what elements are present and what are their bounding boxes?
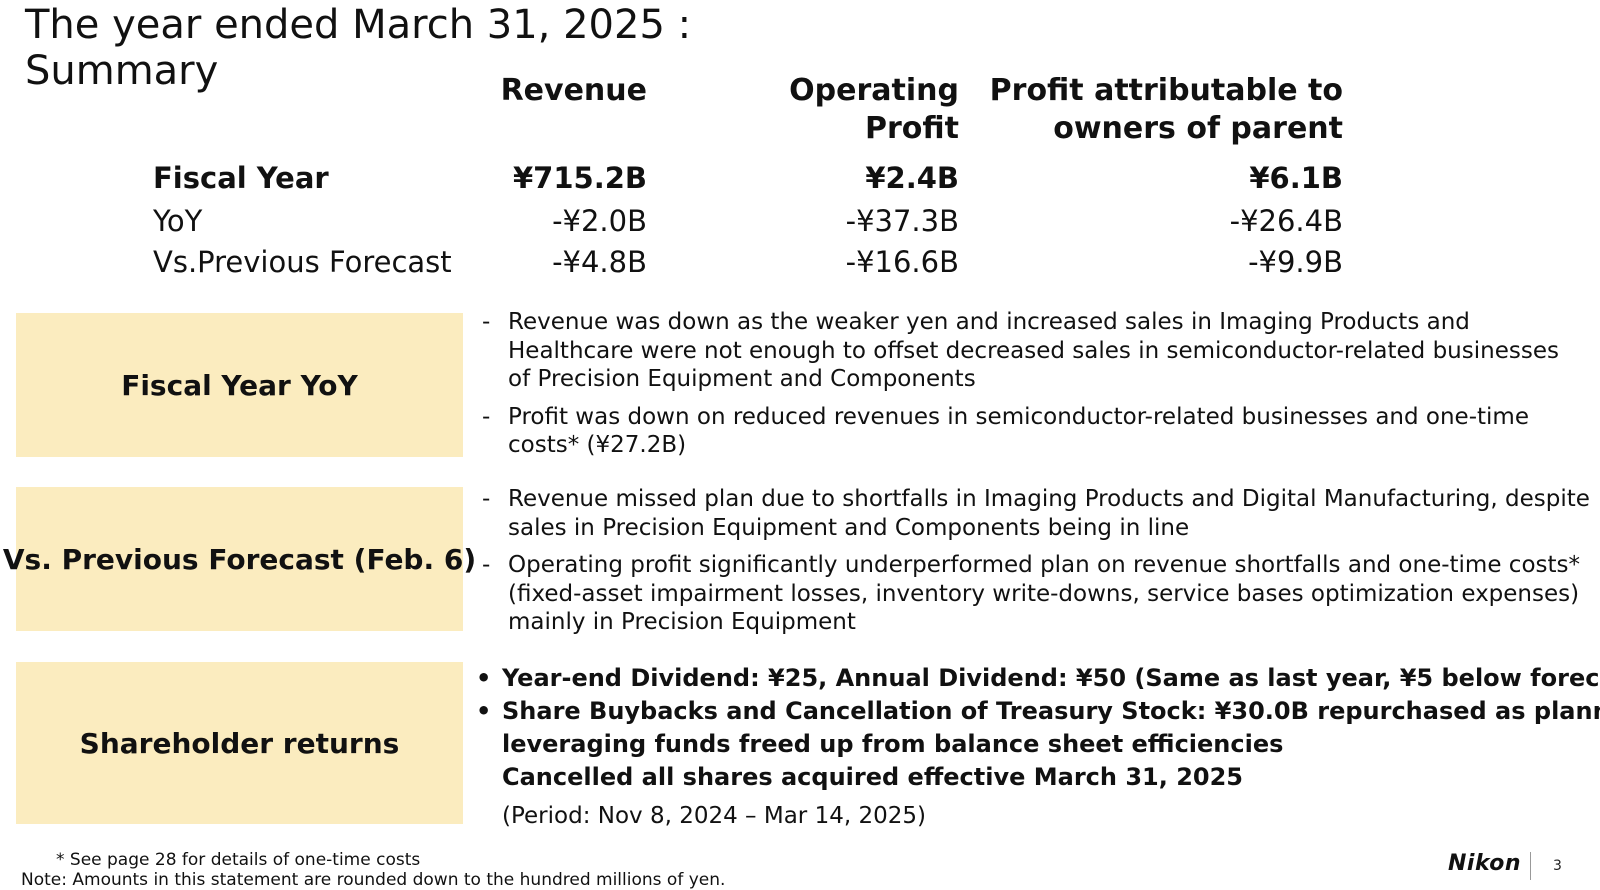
footer-divider xyxy=(1530,852,1531,880)
section-box-vs-previous-forecast: Vs. Previous Forecast (Feb. 6) xyxy=(3,487,476,631)
page-title: The year ended March 31, 2025 : Summary xyxy=(25,2,691,94)
bullet-yoy-2-text: Profit was down on reduced revenues in s… xyxy=(508,403,1529,459)
footnote-one-time-costs: * See page 28 for details of one-time co… xyxy=(56,850,421,870)
bullet-yoy-1-text: Revenue was down as the weaker yen and i… xyxy=(508,309,1559,392)
dash-marker: - xyxy=(482,403,491,430)
section-heading-vs-previous-forecast: Vs. Previous Forecast (Feb. 6) xyxy=(2,542,477,576)
title-line-2: Summary xyxy=(25,48,219,94)
column-header-operating-profit-line2: Profit xyxy=(865,111,959,146)
dash-marker: - xyxy=(482,552,491,578)
bullets-vs-previous-forecast: - Revenue missed plan due to shortfalls … xyxy=(480,485,1600,646)
bullet-forecast-1-text: Revenue missed plan due to shortfalls in… xyxy=(508,486,1590,541)
cell-fiscal-year-operating-profit: ¥2.4B xyxy=(865,161,959,195)
shareholder-item-buyback-line2: leveraging funds freed up from balance s… xyxy=(502,730,1284,758)
row-label-vs-previous-forecast: Vs.Previous Forecast xyxy=(153,245,452,279)
column-header-profit-parent-line1: Profit attributable to xyxy=(989,73,1343,108)
bullet-yoy-2: - Profit was down on reduced revenues in… xyxy=(480,403,1580,460)
bullet-yoy-1: - Revenue was down as the weaker yen and… xyxy=(480,308,1580,394)
row-label-yoy: YoY xyxy=(153,204,203,238)
column-header-revenue: Revenue xyxy=(501,72,647,110)
section-box-shareholder-returns: Shareholder returns xyxy=(16,662,463,824)
cell-forecast-profit-parent: -¥9.9B xyxy=(1248,245,1343,279)
section-heading-fiscal-year-yoy: Fiscal Year YoY xyxy=(121,368,358,402)
cell-yoy-operating-profit: -¥37.3B xyxy=(845,204,959,238)
cell-forecast-operating-profit: -¥16.6B xyxy=(845,245,959,279)
shareholder-item-buyback-line1: Share Buybacks and Cancellation of Treas… xyxy=(502,697,1600,725)
cell-yoy-profit-parent: -¥26.4B xyxy=(1229,204,1343,238)
section-heading-shareholder-returns: Shareholder returns xyxy=(79,726,400,760)
bullet-dot-marker: • xyxy=(476,664,492,692)
shareholder-item-dividend: • Year-end Dividend: ¥25, Annual Dividend… xyxy=(476,662,1600,695)
section-box-fiscal-year-yoy: Fiscal Year YoY xyxy=(16,313,463,457)
column-header-profit-parent-line2: owners of parent xyxy=(1053,111,1343,146)
column-header-profit-parent: Profit attributable to owners of parent xyxy=(990,72,1343,148)
nikon-logo: Nikon xyxy=(1448,851,1522,876)
shareholder-buyback-period: (Period: Nov 8, 2024 – Mar 14, 2025) xyxy=(502,803,926,829)
bullets-fiscal-year-yoy: - Revenue was down as the weaker yen and… xyxy=(480,308,1580,469)
dash-marker: - xyxy=(482,486,491,512)
cell-fiscal-year-revenue: ¥715.2B xyxy=(512,161,647,195)
column-header-operating-profit: Operating Profit xyxy=(789,72,959,148)
cell-forecast-revenue: -¥4.8B xyxy=(552,245,647,279)
shareholder-item-buyback-line3: Cancelled all shares acquired effective … xyxy=(502,763,1243,791)
cell-fiscal-year-profit-parent: ¥6.1B xyxy=(1249,161,1343,195)
footnote-rounding-note: Note: Amounts in this statement are roun… xyxy=(21,870,726,890)
cell-yoy-revenue: -¥2.0B xyxy=(552,204,647,238)
page-number: 3 xyxy=(1553,858,1562,874)
bullet-dot-marker: • xyxy=(476,697,492,725)
column-header-revenue-text: Revenue xyxy=(500,73,647,108)
title-line-1: The year ended March 31, 2025 : xyxy=(25,2,692,48)
column-header-operating-profit-line1: Operating xyxy=(789,73,959,108)
bullet-forecast-2-text: Operating profit significantly underperf… xyxy=(508,552,1581,635)
dash-marker: - xyxy=(482,309,491,335)
shareholder-item-buyback: • Share Buybacks and Cancellation of Trea… xyxy=(476,695,1600,728)
bullet-forecast-1: - Revenue missed plan due to shortfalls … xyxy=(480,485,1600,542)
bullet-forecast-2: - Operating profit significantly underpe… xyxy=(480,551,1600,637)
row-label-fiscal-year: Fiscal Year xyxy=(153,161,329,195)
shareholder-item-dividend-text: Year-end Dividend: ¥25, Annual Dividend:… xyxy=(502,664,1600,692)
shareholder-returns-details: • Year-end Dividend: ¥25, Annual Dividend… xyxy=(476,662,1600,833)
